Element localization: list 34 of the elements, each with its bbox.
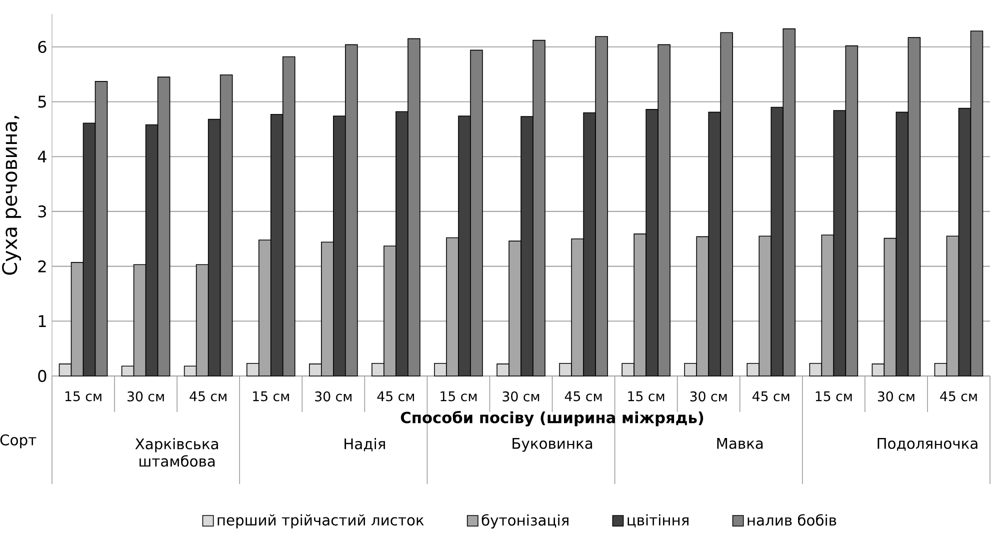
x-tick-label: 45 см bbox=[190, 391, 226, 402]
text: Харківська штамбова bbox=[135, 438, 218, 467]
x-tick-label: 15 см bbox=[628, 391, 664, 402]
text: Сорт bbox=[0, 434, 36, 448]
x-tick-label: 45 см bbox=[940, 391, 977, 402]
text: Буковинка bbox=[512, 438, 592, 452]
y-tick-label: 2 bbox=[38, 260, 46, 272]
y-tick-label: 6 bbox=[38, 40, 46, 53]
text: Мавка bbox=[717, 438, 763, 449]
legend-label: бутонізація bbox=[482, 514, 568, 529]
x-tick-label: 30 см bbox=[502, 391, 540, 402]
y-axis-title: Суха речовина, bbox=[2, 116, 22, 275]
x-axis-title: Способи посіву (ширина міжрядь) bbox=[400, 410, 704, 426]
x-tick-label: 45 см bbox=[752, 391, 790, 402]
x-tick-label: 30 см bbox=[690, 391, 727, 402]
x-tick-label: 15 см bbox=[816, 391, 852, 402]
legend-label: налив бобів bbox=[748, 514, 836, 526]
x-tick-label: 45 см bbox=[564, 391, 602, 402]
y-tick-label: 5 bbox=[38, 96, 46, 108]
text: Надія bbox=[344, 438, 385, 452]
y-tick-label: 4 bbox=[38, 150, 46, 162]
y-tick-label: 3 bbox=[38, 205, 46, 218]
legend-label: цвітіння bbox=[628, 514, 688, 528]
x-tick-label: 45 см bbox=[377, 391, 414, 402]
y-tick-label: 1 bbox=[38, 315, 46, 327]
y-tick-label: 0 bbox=[38, 370, 46, 382]
x-tick-label: 15 см bbox=[253, 391, 289, 402]
x-tick-label: 15 см bbox=[65, 391, 102, 402]
legend-label: перший трійчастий листок bbox=[218, 514, 424, 528]
text: Подоляночка bbox=[878, 438, 978, 451]
x-tick-label: 15 см bbox=[440, 391, 477, 402]
x-tick-label: 30 см bbox=[878, 391, 914, 402]
x-tick-label: 30 см bbox=[128, 391, 164, 402]
x-tick-label: 30 см bbox=[315, 391, 352, 402]
